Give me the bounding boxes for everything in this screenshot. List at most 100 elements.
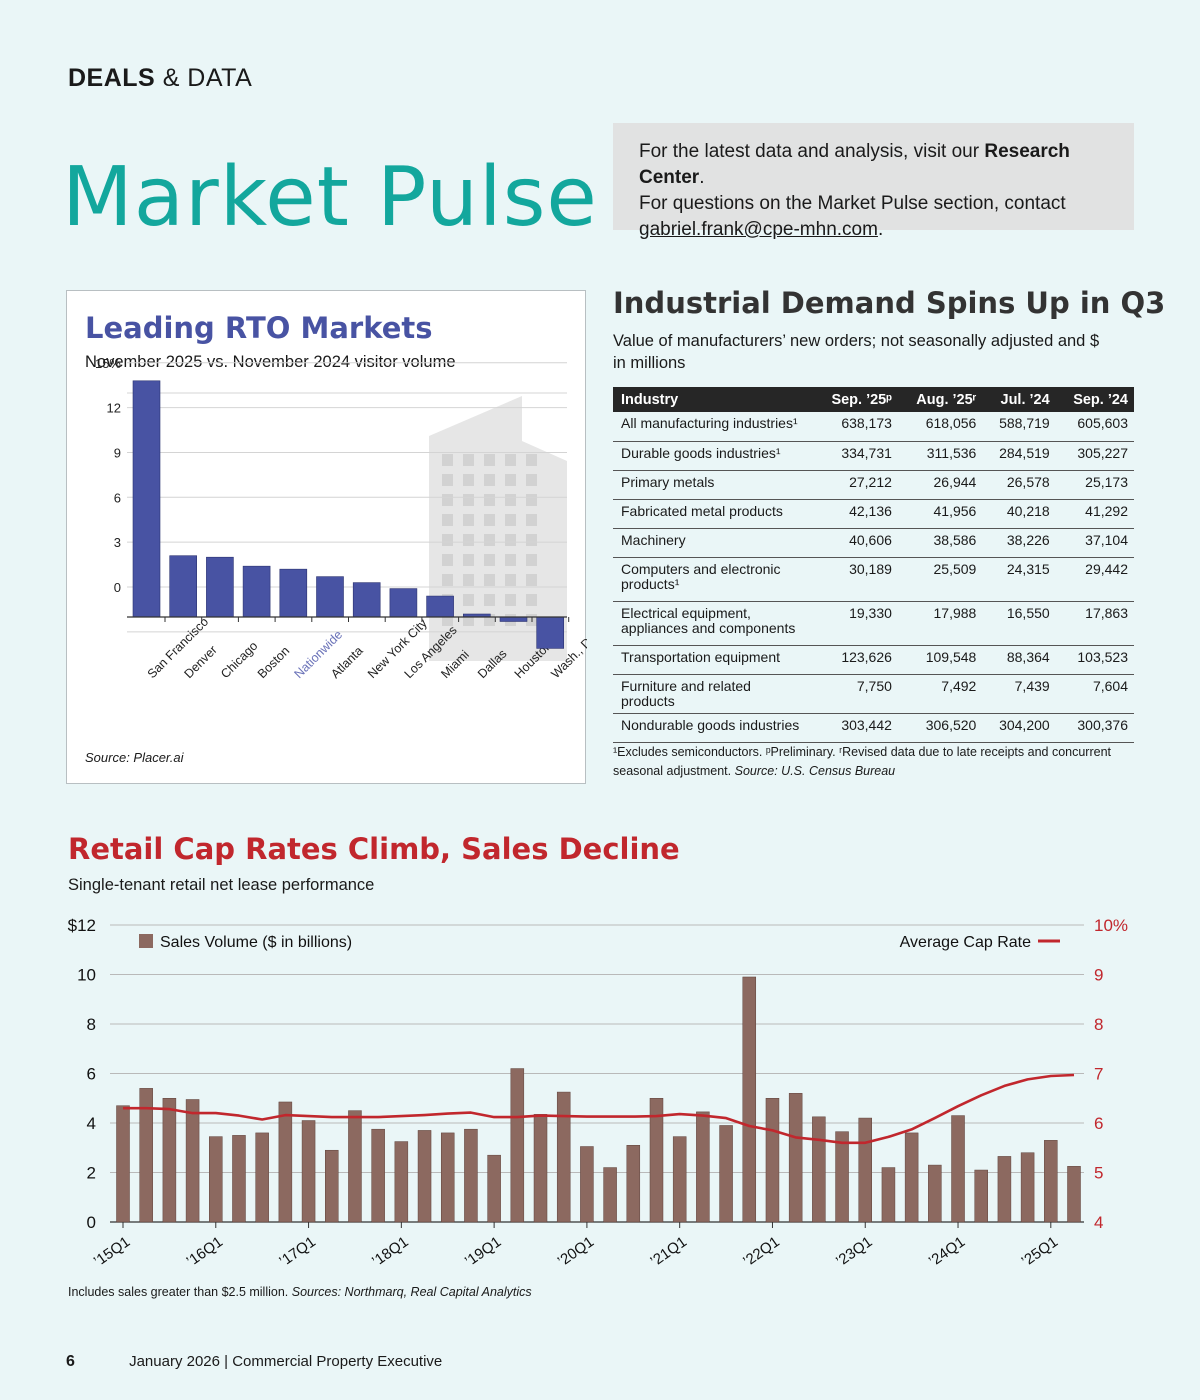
retail-left-tick-label: 2 — [87, 1164, 96, 1183]
table-row: Nondurable goods industries 303,442 306,52… — [613, 713, 1134, 743]
section-kicker-bold: DEALS — [68, 64, 156, 92]
retail-sales-bar — [1044, 1140, 1058, 1223]
table-row: Transportation equipment 123,626 109,548 88… — [613, 645, 1134, 675]
industry-value: 109,548 — [897, 645, 983, 675]
retail-legend: Sales Volume ($ in billions) Average Cap … — [139, 934, 1060, 951]
industry-value: 42,136 — [813, 499, 898, 529]
industry-value: 19,330 — [813, 601, 898, 646]
retail-sales-bar — [672, 1136, 687, 1223]
retail-sales-bar — [626, 1145, 641, 1223]
industry-value: 7,604 — [1055, 674, 1134, 714]
info-line-1-text: For the latest data and analysis, visit … — [639, 141, 985, 162]
rto-bar — [536, 616, 565, 649]
footer-text: January 2026 | Commercial Property Execu… — [129, 1353, 443, 1370]
retail-sales-bar — [765, 1098, 780, 1223]
retail-x-label: ’20Q1 — [555, 1233, 598, 1270]
industrial-subtitle: Value of manufacturers’ new orders; not … — [613, 332, 1100, 372]
industrial-column-header: Industry — [613, 387, 813, 412]
rto-x-label: Boston — [255, 644, 292, 681]
retail-note: Includes sales greater than $2.5 million… — [68, 1285, 532, 1299]
industry-value: 37,104 — [1055, 528, 1134, 558]
footer: 6 January 2026 | Commercial Property Exe… — [66, 1353, 442, 1371]
retail-right-tick-label: 10% — [1094, 916, 1128, 935]
rto-y-tick-label: 15% — [95, 356, 121, 371]
industry-value: 588,719 — [982, 412, 1056, 442]
industry-value: 304,200 — [982, 713, 1056, 743]
industry-value: 27,212 — [813, 470, 898, 500]
retail-left-tick-label: 4 — [87, 1114, 96, 1133]
retail-sales-bar — [997, 1156, 1012, 1223]
industry-value: 284,519 — [982, 441, 1056, 471]
rto-bar — [242, 565, 271, 618]
industrial-title: Industrial Demand Spins Up in Q3 — [613, 286, 1166, 320]
industry-value: 30,189 — [813, 557, 898, 602]
retail-sales-bar — [487, 1154, 501, 1223]
retail-sales-bar — [348, 1110, 362, 1223]
rto-bar — [206, 556, 234, 618]
rto-y-tick-label: 0 — [114, 580, 121, 595]
industry-name: Furniture and related products — [613, 674, 813, 714]
industry-value: 16,550 — [982, 601, 1056, 646]
email-link[interactable]: gabriel.frank@cpe-mhn.com — [639, 219, 878, 240]
retail-sales-bar — [1067, 1166, 1081, 1223]
retail-sales-bar — [812, 1116, 826, 1223]
industry-value: 40,218 — [982, 499, 1056, 529]
retail-sales-bar — [904, 1132, 919, 1223]
retail-x-label: ’24Q1 — [926, 1233, 969, 1270]
rto-y-tick-label: 9 — [114, 445, 121, 460]
retail-x-label: ’15Q1 — [91, 1233, 134, 1270]
retail-sales-bar — [580, 1146, 594, 1223]
retail-sales-bar — [232, 1135, 246, 1223]
industry-value: 25,509 — [897, 557, 983, 602]
research-center-link[interactable]: Research Center — [639, 141, 1070, 188]
industry-value: 29,442 — [1055, 557, 1134, 602]
retail-left-tick-label: $12 — [68, 916, 96, 935]
retail-sales-bar — [185, 1099, 200, 1223]
retail-left-tick-label: 6 — [87, 1065, 96, 1084]
industry-name: Primary metals — [613, 470, 813, 500]
page-number: 6 — [66, 1353, 75, 1370]
table-row: Computers and electronic products¹ 30,189… — [613, 557, 1134, 602]
rto-bar — [499, 616, 528, 622]
industrial-table-header: Industry Sep. ’25ᵖ Aug. ’25ʳ Jul. ’24 Sep. ’… — [613, 387, 1134, 412]
table-row: Fabricated metal products 42,136 41,956 40,… — [613, 499, 1134, 529]
retail-sales-bar — [719, 1125, 733, 1223]
industry-value: 103,523 — [1055, 645, 1134, 675]
industry-value: 26,578 — [982, 470, 1056, 500]
industrial-column-header: Sep. ’24 — [1055, 387, 1134, 412]
rto-y-tick-label: 3 — [114, 535, 121, 550]
retail-sales-bar — [394, 1141, 409, 1223]
retail-title: Retail Cap Rates Climb, Sales Decline — [68, 832, 680, 866]
info-box: For the latest data and analysis, visit … — [613, 123, 1134, 240]
retail-x-label: ’16Q1 — [184, 1233, 227, 1270]
retail-x-label: ’21Q1 — [647, 1233, 690, 1270]
industry-name: Durable goods industries¹ — [613, 441, 813, 471]
retail-right-tick-label: 8 — [1094, 1015, 1103, 1034]
industry-name: All manufacturing industries¹ — [613, 412, 813, 442]
retail-sales-bar — [881, 1167, 896, 1223]
rto-bar — [352, 582, 381, 618]
retail-x-label: ’18Q1 — [369, 1233, 412, 1270]
info-line-1-end: . — [699, 167, 705, 188]
industry-value: 605,603 — [1055, 412, 1134, 442]
legend-label-sales: Sales Volume ($ in billions) — [160, 934, 352, 951]
retail-sales-bar — [116, 1105, 130, 1223]
industry-value: 25,173 — [1055, 470, 1134, 500]
industry-value: 305,227 — [1055, 441, 1134, 471]
industry-value: 41,292 — [1055, 499, 1134, 529]
retail-sales-bar — [209, 1136, 223, 1223]
retail-sales-bar — [440, 1132, 455, 1223]
industry-name: Machinery — [613, 528, 813, 558]
info-line-1: For the latest data and analysis, visit … — [639, 139, 1108, 191]
retail-sales-bar — [417, 1130, 432, 1223]
industrial-table: Industry Sep. ’25ᵖ Aug. ’25ʳ Jul. ’24 Sep. ’… — [613, 387, 1134, 743]
retail-sales-bar — [301, 1120, 316, 1223]
retail-left-tick-label: 10 — [77, 966, 96, 985]
retail-right-tick-label: 7 — [1094, 1065, 1103, 1084]
section-kicker-rest: & DATA — [162, 64, 253, 92]
email-end: . — [877, 219, 884, 240]
retail-sales-bar — [835, 1131, 849, 1223]
retail-sales-bar — [510, 1068, 525, 1223]
retail-left-tick-label: 0 — [87, 1213, 96, 1232]
